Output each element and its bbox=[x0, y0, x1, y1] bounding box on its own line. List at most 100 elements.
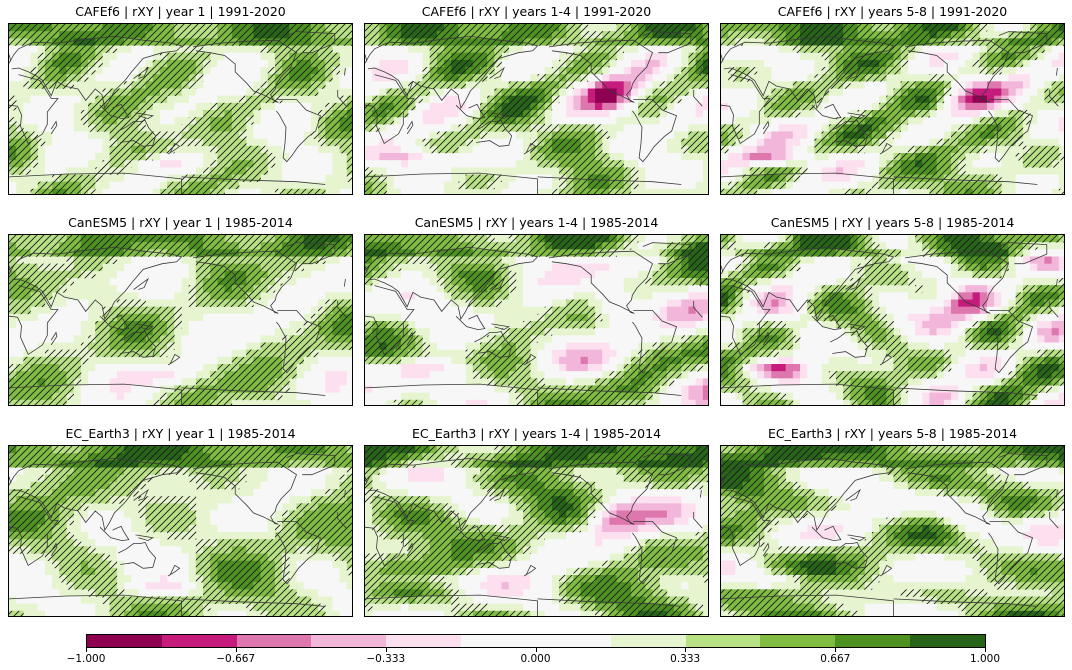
hatch-cell bbox=[487, 24, 495, 32]
hatch-cell bbox=[1051, 81, 1060, 89]
grid-cell bbox=[444, 160, 452, 168]
hatch-cell bbox=[986, 45, 995, 53]
hatch-cell bbox=[814, 45, 822, 53]
hatch-cell bbox=[88, 174, 96, 182]
grid-cell bbox=[749, 160, 758, 168]
grid-cell bbox=[645, 138, 654, 147]
grid-cell bbox=[850, 102, 859, 111]
grid-cell bbox=[559, 52, 567, 61]
hatch-cell bbox=[821, 31, 830, 39]
grid-cell bbox=[573, 110, 582, 118]
grid-cell bbox=[871, 167, 880, 176]
hatch-cell bbox=[821, 74, 830, 82]
grid-cell bbox=[602, 124, 610, 133]
hatch-cell bbox=[1015, 59, 1024, 68]
hatch-cell bbox=[102, 117, 110, 125]
grid-cell bbox=[109, 81, 118, 90]
hatch-cell bbox=[850, 45, 858, 53]
grid-cell bbox=[23, 174, 32, 183]
grid-cell bbox=[886, 88, 895, 97]
grid-cell bbox=[580, 110, 589, 118]
hatch-cell bbox=[864, 38, 873, 46]
grid-cell bbox=[735, 45, 744, 54]
hatch-cell bbox=[44, 188, 53, 194]
grid-cell bbox=[1037, 74, 1046, 82]
grid-cell bbox=[915, 138, 923, 147]
hatch-cell bbox=[73, 59, 82, 68]
hatch-cell bbox=[864, 59, 873, 68]
hatch-cell bbox=[310, 52, 319, 61]
hatch-cell bbox=[544, 38, 553, 46]
grid-cell bbox=[515, 67, 524, 75]
grid-cell bbox=[1030, 138, 1038, 147]
hatch-cell bbox=[785, 24, 794, 32]
hatch-cell bbox=[109, 167, 118, 175]
grid-cell bbox=[645, 167, 654, 176]
hatch-cell bbox=[415, 24, 423, 32]
grid-cell bbox=[986, 145, 995, 154]
grid-cell bbox=[792, 124, 801, 133]
hatch-cell bbox=[231, 174, 240, 182]
grid-cell bbox=[530, 167, 539, 176]
hatch-cell bbox=[44, 67, 53, 75]
hatch-cell bbox=[530, 110, 538, 118]
grid-cell bbox=[1015, 181, 1024, 190]
grid-cell bbox=[843, 95, 851, 104]
grid-cell bbox=[828, 110, 837, 118]
hatch-cell bbox=[616, 188, 625, 194]
grid-cell bbox=[922, 117, 931, 125]
hatch-cell bbox=[267, 81, 276, 89]
hatch-cell bbox=[436, 131, 445, 139]
grid-cell bbox=[922, 45, 931, 54]
grid-cell bbox=[325, 181, 334, 190]
hatch-cell bbox=[145, 24, 154, 32]
grid-cell bbox=[386, 138, 395, 147]
grid-cell bbox=[659, 167, 668, 176]
grid-cell bbox=[181, 95, 190, 104]
grid-cell bbox=[88, 167, 96, 176]
grid-cell bbox=[30, 45, 39, 54]
grid-cell bbox=[1015, 67, 1024, 75]
hatch-cell bbox=[1022, 45, 1031, 53]
grid-cell bbox=[239, 67, 247, 75]
hatch-cell bbox=[530, 102, 538, 111]
grid-cell bbox=[814, 174, 823, 183]
hatch-cell bbox=[587, 145, 596, 154]
hatch-cell bbox=[260, 167, 269, 175]
grid-cell bbox=[365, 74, 373, 82]
grid-cell bbox=[429, 131, 438, 140]
grid-cell bbox=[145, 181, 154, 190]
grid-cell bbox=[951, 67, 959, 75]
hatch-cell bbox=[828, 38, 837, 46]
hatch-cell bbox=[73, 181, 82, 190]
hatch-cell bbox=[487, 124, 495, 132]
hatch-cell bbox=[246, 95, 254, 104]
grid-cell bbox=[681, 102, 690, 111]
hatch-cell bbox=[296, 31, 304, 39]
hatch-cell bbox=[458, 31, 466, 39]
hatch-cell bbox=[523, 38, 531, 46]
hatch-cell bbox=[444, 74, 452, 82]
hatch-cell bbox=[346, 31, 352, 39]
grid-cell bbox=[749, 74, 758, 82]
hatch-cell bbox=[465, 24, 474, 32]
hatch-cell bbox=[379, 174, 387, 182]
grid-cell bbox=[1030, 188, 1038, 194]
hatch-cell bbox=[573, 59, 581, 68]
hatch-cell bbox=[95, 24, 103, 32]
hatch-cell bbox=[688, 138, 696, 147]
hatch-cell bbox=[66, 59, 74, 68]
hatch-cell bbox=[210, 160, 218, 168]
hatch-cell bbox=[30, 188, 39, 194]
hatch-cell bbox=[785, 110, 794, 118]
grid-cell bbox=[1015, 145, 1024, 154]
hatch-cell bbox=[444, 59, 452, 68]
coastline bbox=[286, 31, 336, 54]
grid-cell bbox=[1008, 67, 1017, 75]
grid-cell bbox=[66, 88, 75, 97]
hatch-cell bbox=[864, 52, 873, 61]
hatch-cell bbox=[702, 81, 708, 89]
hatch-cell bbox=[116, 153, 125, 161]
grid-cell bbox=[771, 124, 780, 133]
hatch-cell bbox=[9, 31, 17, 39]
